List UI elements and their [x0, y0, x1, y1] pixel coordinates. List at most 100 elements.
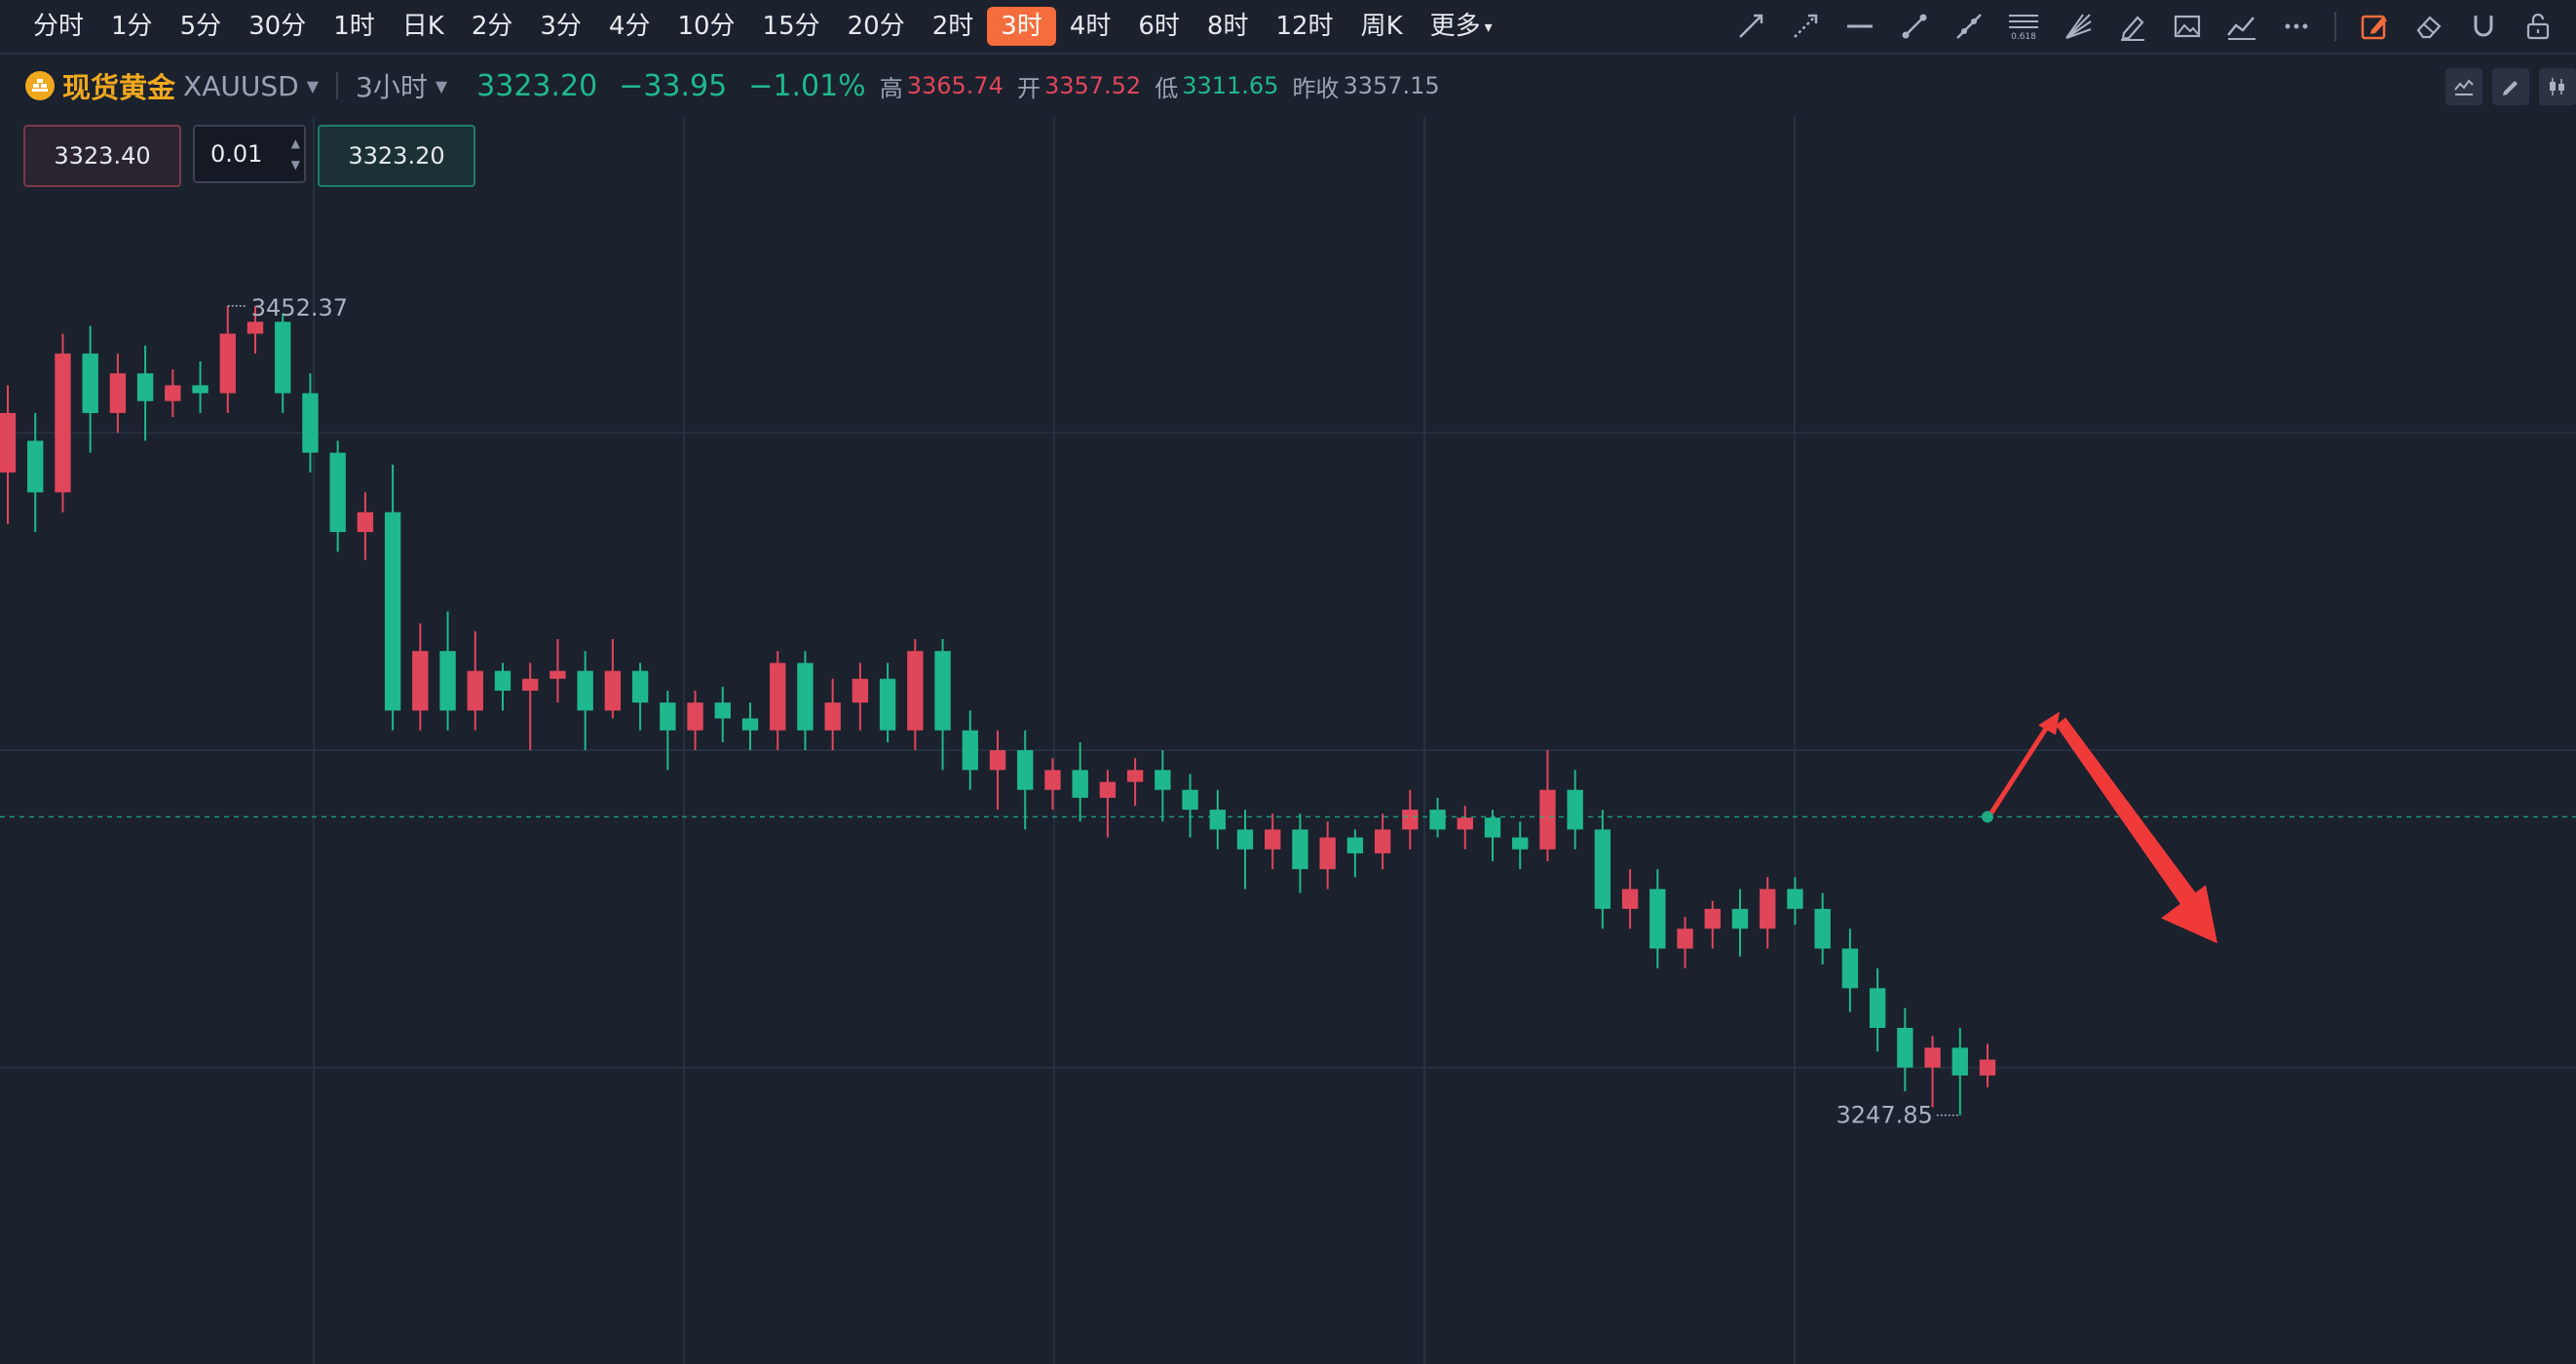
candle-body-63 [1731, 908, 1749, 929]
edit-drawing-icon[interactable] [2350, 4, 2399, 49]
draw-settings-icon[interactable] [2492, 68, 2529, 105]
timeframe-15[interactable]: 6时 [1138, 12, 1180, 41]
timeframe-3[interactable]: 30分 [248, 12, 307, 41]
candle-body-14 [384, 512, 401, 711]
symbol-code[interactable]: XAUUSD [183, 69, 299, 102]
candle-body-66 [1814, 908, 1831, 949]
timeframe-11[interactable]: 20分 [847, 12, 905, 41]
last-price-dot [1982, 811, 1993, 823]
segment-icon[interactable] [1890, 4, 1939, 49]
candle-body-15 [412, 651, 429, 711]
candle-body-69 [1897, 1028, 1913, 1068]
candle-body-35 [962, 730, 978, 771]
candle-body-55 [1512, 837, 1529, 850]
annotation-down-head [2161, 885, 2217, 944]
annotation-down-stroke [2056, 717, 2206, 919]
price-change: −33.95 [619, 68, 728, 103]
low-value: 3311.65 [1182, 72, 1279, 99]
timeframe-16[interactable]: 8时 [1206, 12, 1249, 41]
timeframe-6[interactable]: 2分 [471, 12, 513, 41]
candle-body-57 [1567, 789, 1583, 830]
candle-body-46 [1265, 829, 1281, 850]
candle-body-49 [1346, 837, 1364, 853]
magnet-icon[interactable] [2459, 4, 2508, 49]
candle-body-8 [219, 333, 236, 394]
candle-style-icon[interactable] [2539, 68, 2576, 105]
candle-body-31 [852, 678, 869, 703]
timeframe-list: 分时 1分 5分 30分 1时 日K 2分 3分 4分 10分 15分 20分 2时 3时 4时 6时 8时 12… [0, 7, 1417, 46]
ray-line-icon[interactable] [1781, 4, 1830, 49]
quantity-decrease-icon[interactable]: ▼ [290, 158, 300, 171]
symbol-name[interactable]: 现货黄金 [62, 71, 176, 104]
more-timeframes-button[interactable]: 更多 [1417, 7, 1506, 46]
high-label: 高 [879, 74, 903, 102]
timeframe-14[interactable]: 4时 [1069, 12, 1112, 41]
candle-body-33 [907, 651, 924, 731]
image-icon[interactable] [2163, 4, 2212, 49]
candle-body-67 [1841, 948, 1859, 989]
candle-body-40 [1099, 781, 1117, 798]
buy-price-button[interactable]: 3323.20 [318, 125, 475, 187]
quantity-value[interactable]: 0.01 [210, 140, 263, 168]
min-price-label: 3247.85 [1837, 1102, 1933, 1129]
open-label: 开 [1016, 74, 1041, 102]
symbol-dropdown-icon[interactable]: ▼ [306, 76, 319, 95]
timeframe-2[interactable]: 5分 [179, 12, 222, 41]
fan-icon[interactable] [2054, 4, 2102, 49]
candle-body-19 [522, 678, 539, 691]
price-change-percent: −1.01% [748, 68, 866, 103]
timeframe-1[interactable]: 1分 [111, 12, 153, 41]
extended-line-icon[interactable] [1945, 4, 1993, 49]
candle-body-28 [770, 663, 786, 731]
candle-body-52 [1429, 810, 1446, 830]
timeframe-18[interactable]: 周K [1360, 12, 1403, 41]
lock-icon[interactable] [2514, 4, 2562, 49]
timeframe-8[interactable]: 4分 [608, 12, 651, 41]
horizontal-line-icon[interactable] [1836, 4, 1884, 49]
eraser-icon[interactable] [2405, 4, 2453, 49]
toolbar-divider [2334, 12, 2336, 41]
candle-body-38 [1044, 770, 1061, 790]
annotation-up-stroke [1989, 718, 2055, 815]
trend-line-icon[interactable] [1726, 4, 1775, 49]
path-icon[interactable] [2217, 4, 2266, 49]
timeframe-10[interactable]: 15分 [762, 12, 820, 41]
sell-price-button[interactable]: 3323.40 [23, 125, 181, 187]
period-selector[interactable]: 3小时 [356, 71, 428, 103]
gold-coin-icon [25, 71, 55, 100]
candle-body-61 [1677, 928, 1693, 949]
low-label: 低 [1155, 74, 1179, 102]
timeframe-7[interactable]: 3分 [540, 12, 582, 41]
indicator-icon[interactable] [2445, 68, 2482, 105]
quantity-stepper[interactable]: 0.01 ▲ ▼ [193, 125, 306, 183]
timeframe-17[interactable]: 12时 [1275, 12, 1334, 41]
candle-body-56 [1539, 789, 1556, 850]
pen-icon[interactable] [2108, 4, 2157, 49]
info-divider [336, 72, 338, 99]
candle-body-65 [1787, 889, 1803, 909]
symbol-info-bar: 现货黄金 XAUUSD ▼ 3小时 ▼ 3323.20 −33.95 −1.01… [0, 55, 2576, 117]
candle-body-4 [109, 373, 127, 413]
candle-body-50 [1374, 829, 1391, 853]
period-dropdown-icon[interactable]: ▼ [435, 76, 448, 95]
candle-body-17 [467, 670, 483, 711]
candle-body-26 [714, 702, 731, 719]
candle-body-20 [549, 670, 566, 679]
timeframe-4[interactable]: 1时 [333, 12, 375, 41]
candle-body-18 [494, 670, 511, 691]
fibonacci-retracement-icon[interactable]: 0.618 [1999, 4, 2048, 49]
more-tools-icon[interactable] [2272, 4, 2321, 49]
candle-body-1 [27, 440, 44, 493]
quantity-increase-icon[interactable]: ▲ [290, 136, 300, 150]
timeframe-0[interactable]: 分时 [33, 12, 85, 41]
timeframe-5[interactable]: 日K [401, 12, 444, 41]
candle-body-29 [797, 663, 814, 731]
timeframe-12[interactable]: 2时 [931, 12, 974, 41]
timeframe-13[interactable]: 3时 [987, 7, 1056, 46]
candlestick-chart[interactable]: 3452.37 3247.85 [0, 117, 2576, 1364]
timeframe-9[interactable]: 10分 [677, 12, 736, 41]
candle-body-10 [275, 322, 291, 394]
candle-body-12 [329, 452, 346, 533]
candle-body-13 [357, 512, 374, 533]
